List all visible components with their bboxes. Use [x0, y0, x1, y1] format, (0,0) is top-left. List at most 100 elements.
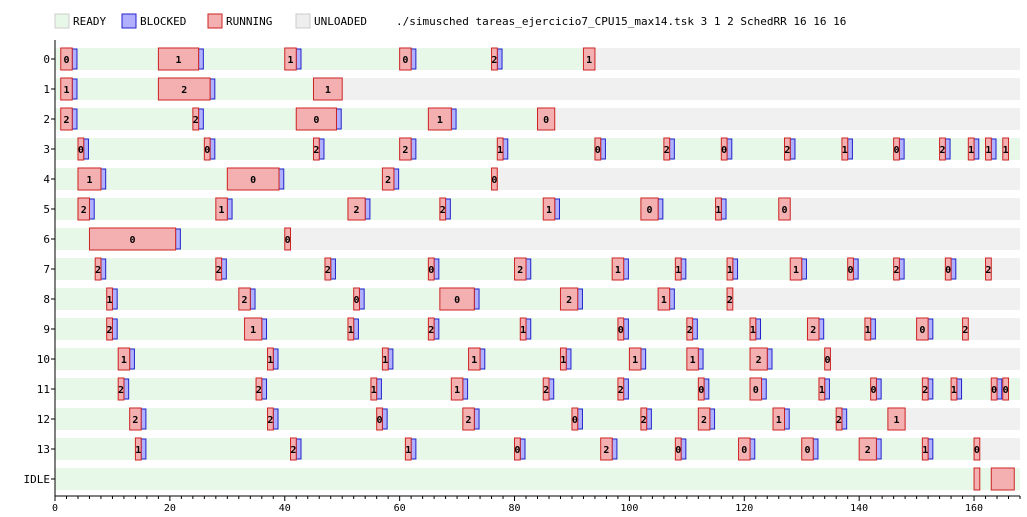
blocked-segment	[525, 258, 532, 280]
running-segment	[381, 167, 395, 191]
blocked-segment	[720, 198, 727, 220]
legend-swatch-blocked	[121, 13, 137, 29]
blocked-segment	[272, 348, 279, 370]
row-0: 0 0 1 1 0 2 1	[43, 47, 1020, 71]
running-segment-label: 2	[893, 265, 899, 276]
running-segment-label: 1	[121, 355, 127, 366]
running-segment-label: 1	[776, 415, 782, 426]
x-tick-label: 120	[735, 503, 753, 514]
running-segment-label: 1	[471, 355, 477, 366]
row-label: 9	[43, 323, 50, 336]
legend-label-running: RUNNING	[226, 15, 272, 28]
running-segment	[514, 257, 527, 281]
running-segment-label: 2	[313, 145, 319, 156]
running-segment-label: 1	[405, 445, 411, 456]
running-segment	[491, 167, 498, 191]
blocked-segment	[898, 258, 905, 280]
row-13: 13 1 2 1 0 2 0 0 0 2 1 0	[37, 437, 1020, 461]
running-segment	[404, 437, 412, 461]
blocked-segment	[755, 318, 762, 340]
running-segment-label: 0	[893, 145, 899, 156]
x-tick-label: 140	[850, 503, 868, 514]
running-segment	[893, 137, 900, 161]
running-segment	[244, 317, 263, 341]
running-segment	[60, 77, 73, 101]
row-6: 6 0 0	[43, 227, 1020, 251]
blocked-segment	[71, 48, 78, 70]
blocked-segment	[445, 198, 451, 220]
blocked-segment	[364, 198, 371, 220]
running-segment-label: 0	[781, 205, 787, 216]
running-segment	[611, 257, 625, 281]
running-segment-label: 2	[566, 295, 572, 306]
running-segment	[324, 257, 332, 281]
running-segment	[519, 317, 527, 341]
blocked-segment	[295, 48, 302, 70]
blocked-segment	[496, 48, 503, 70]
running-segment-label: 2	[727, 295, 733, 306]
running-segment-label: 0	[919, 325, 925, 336]
running-segment-label: 1	[750, 325, 756, 336]
running-segment-label: 1	[690, 355, 696, 366]
running-segment	[824, 347, 831, 371]
running-segment	[491, 47, 498, 71]
running-segment-label: 0	[63, 55, 69, 66]
blocked-segment	[927, 438, 934, 460]
running-segment-label: 0	[572, 415, 578, 426]
x-tick-label: 80	[509, 503, 521, 514]
legend-label-blocked: BLOCKED	[140, 15, 186, 28]
running-segment-label: 0	[741, 445, 747, 456]
legend-swatch-ready	[54, 13, 70, 29]
running-segment-label: 2	[354, 205, 360, 216]
running-segment-label: 2	[784, 145, 790, 156]
running-segment-label: 1	[661, 295, 667, 306]
blocked-segment	[209, 138, 216, 160]
running-segment-label: 0	[491, 175, 497, 186]
running-segment	[990, 467, 1015, 491]
blocked-segment	[140, 438, 147, 460]
running-segment-label: 1	[985, 145, 991, 156]
blocked-segment	[577, 408, 583, 430]
running-segment	[985, 137, 992, 161]
running-segment-label: 1	[86, 175, 92, 186]
running-segment	[841, 137, 849, 161]
running-segment	[427, 257, 435, 281]
running-segment-label: 1	[1003, 145, 1009, 156]
running-segment	[312, 77, 343, 101]
blocked-segment	[847, 138, 853, 160]
row-idle: IDLE	[24, 467, 1020, 491]
running-segment	[571, 407, 579, 431]
blocked-segment	[353, 318, 359, 340]
running-segment	[192, 107, 200, 131]
blocked-segment	[611, 438, 618, 460]
row-label: 5	[43, 203, 50, 216]
running-segment	[312, 137, 320, 161]
blocked-segment	[657, 198, 664, 220]
running-segment-label: 0	[675, 445, 681, 456]
running-segment	[450, 377, 464, 401]
running-segment	[801, 437, 814, 461]
running-segment	[726, 287, 734, 311]
running-segment-label: 0	[130, 235, 136, 246]
running-segment	[870, 377, 877, 401]
row-label: 2	[43, 113, 50, 126]
blocked-segment	[824, 378, 830, 400]
row-12: 12 2 2 0 2 0 2 2 1 2 1	[37, 407, 1020, 431]
running-segment-label: 1	[348, 325, 354, 336]
running-segment	[893, 257, 900, 281]
running-segment	[674, 437, 682, 461]
running-segment-label: 2	[543, 385, 549, 396]
legend: READY BLOCKED RUNNING UNLOADED	[54, 13, 367, 29]
running-segment-label: 1	[325, 85, 331, 96]
running-segment-label: 0	[753, 385, 759, 396]
blocked-segment	[410, 138, 417, 160]
running-segment-label: 0	[354, 295, 360, 306]
blocked-segment	[140, 408, 147, 430]
blocked-segment	[783, 408, 790, 430]
running-segment-label: 2	[664, 145, 670, 156]
running-segment-label: 2	[267, 415, 273, 426]
running-segment	[284, 227, 292, 251]
blocked-segment	[83, 138, 89, 160]
row-label: IDLE	[24, 473, 51, 486]
running-segment	[973, 467, 981, 491]
